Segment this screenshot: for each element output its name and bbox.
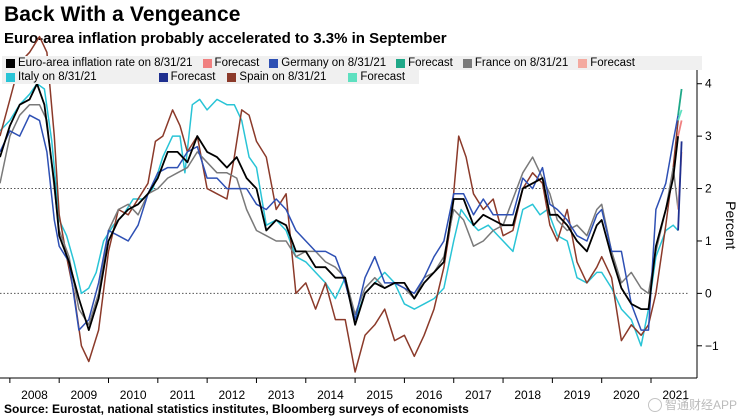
x-tick-label: 2015	[366, 388, 393, 402]
forecast-line	[677, 88, 683, 116]
legend-swatch	[462, 58, 472, 68]
legend-label: Forecast	[590, 57, 635, 69]
chart-title: Back With a Vengeance	[4, 3, 241, 26]
forecast-line	[677, 109, 683, 121]
watermark: 智通财经APP	[647, 396, 737, 413]
legend-label: Forecast	[170, 71, 216, 83]
x-tick-label: 2012	[218, 388, 245, 402]
x-tick-label: 2008	[21, 388, 48, 402]
legend-swatch	[202, 58, 212, 68]
legend-item: Forecast	[396, 56, 453, 70]
legend-item: Forecast	[578, 56, 635, 70]
watermark-logo-icon	[647, 397, 662, 412]
y-tick-label: 3	[705, 129, 712, 143]
forecast-line	[677, 141, 683, 231]
legend-swatch	[578, 58, 588, 68]
chart-legend: Euro-area inflation rate on 8/31/21 Fore…	[2, 56, 702, 84]
watermark-text: 智通财经APP	[664, 398, 737, 412]
x-tick-label: 2014	[317, 388, 344, 402]
legend-swatch	[6, 72, 15, 82]
series-line	[0, 82, 679, 347]
legend-item: Forecast	[158, 70, 216, 84]
legend-swatch	[6, 58, 15, 68]
legend-label: Forecast	[214, 57, 260, 69]
y-tick-label: 0	[705, 286, 712, 300]
x-tick-label: 2021	[662, 388, 689, 402]
y-tick-label: −1	[705, 339, 719, 353]
x-tick-label: 2010	[120, 388, 147, 402]
legend-swatch	[158, 72, 168, 82]
legend-label: Spain on 8/31/21	[239, 71, 327, 83]
x-tick-label: 2019	[564, 388, 591, 402]
legend-item: Germany on 8/31/21	[269, 56, 386, 70]
legend-row-2-bg: Italy on 8/31/21 Forecast Spain on 8/31/…	[2, 70, 420, 84]
series-line	[0, 35, 679, 373]
legend-swatch	[396, 58, 406, 68]
x-tick-label: 2017	[465, 388, 492, 402]
legend-item: Spain on 8/31/21	[227, 70, 326, 84]
forecast-line	[677, 120, 683, 137]
legend-item: Forecast	[202, 56, 260, 70]
legend-swatch	[348, 72, 358, 82]
source-note: Source: Eurostat, national statistics in…	[4, 402, 469, 416]
legend-item: Euro-area inflation rate on 8/31/21	[6, 56, 193, 70]
x-tick-label: 2009	[70, 388, 97, 402]
legend-label: Forecast	[408, 57, 453, 69]
x-tick-label: 2013	[268, 388, 295, 402]
x-tick-label: 2011	[170, 388, 196, 402]
series-line	[0, 114, 679, 331]
y-tick-label: 4	[705, 77, 712, 91]
legend-label: France on 8/31/21	[474, 57, 569, 69]
legend-row-1: Euro-area inflation rate on 8/31/21 Fore…	[2, 56, 702, 70]
legend-row-2: Italy on 8/31/21 Forecast Spain on 8/31/…	[2, 70, 702, 84]
x-tick-label: 2020	[613, 388, 640, 402]
legend-swatch	[227, 72, 237, 82]
legend-label: Euro-area inflation rate on 8/31/21	[18, 57, 193, 69]
legend-label: Forecast	[360, 71, 406, 83]
y-tick-label: 1	[705, 234, 712, 248]
legend-label: Germany on 8/31/21	[281, 57, 387, 69]
y-tick-label: 2	[705, 182, 712, 196]
legend-item: Forecast	[348, 70, 405, 84]
series-line	[0, 82, 679, 331]
x-tick-label: 2016	[416, 388, 443, 402]
legend-item: Italy on 8/31/21	[6, 70, 97, 84]
legend-item: France on 8/31/21	[462, 56, 569, 70]
y-axis-label: Percent	[723, 201, 739, 249]
legend-swatch	[269, 58, 279, 68]
chart-subtitle: Euro-area inflation probably accelerated…	[4, 30, 447, 47]
legend-label: Italy on 8/31/21	[18, 71, 97, 83]
x-tick-label: 2018	[514, 388, 541, 402]
